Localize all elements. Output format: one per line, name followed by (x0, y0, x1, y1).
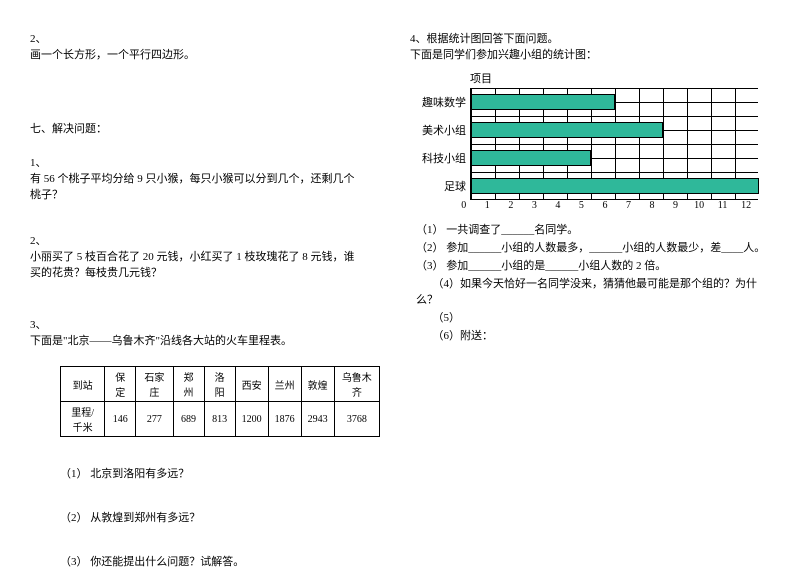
q4-sub2: （2） 参加______小组的人数最多，______小组的人数最少，差____人… (416, 239, 770, 255)
th: 到站 (61, 367, 105, 402)
x-tick: 5 (570, 200, 594, 211)
p3-sub2: （2） 从敦煌到郑州有多远？ (60, 509, 380, 525)
problem-3: 3、 下面是"北京——乌鲁木齐"沿线各大站的火车里程表。 (30, 316, 380, 348)
right-column: 4、根据统计图回答下面问题。 下面是同学们参加兴趣小组的统计图： 项目 趣味数学… (410, 30, 770, 536)
x-tick: 12 (734, 200, 758, 211)
cat-label: 科技小组 (410, 144, 466, 172)
cell: 277 (136, 402, 173, 437)
q2-text: 画一个长方形，一个平行四边形。 (30, 46, 358, 62)
bar (471, 150, 591, 166)
x-tick: 9 (664, 200, 688, 211)
cat-label: 美术小组 (410, 116, 466, 144)
x-tick: 11 (711, 200, 735, 211)
bar (471, 178, 759, 194)
q4-sub4: （4）如果今天恰好一名同学没来，猜猜他最可能是那个组的？为什么？ (416, 275, 770, 307)
p2-number: 2、 (30, 232, 52, 248)
p2-text: 小丽买了 5 枝百合花了 20 元钱，小红买了 1 枝玫瑰花了 8 元钱，谁买的… (30, 248, 358, 280)
cell: 1200 (235, 402, 268, 437)
x-tick: 0 (452, 200, 476, 211)
x-tick: 6 (593, 200, 617, 211)
th: 郑州 (173, 367, 204, 402)
x-tick: 7 (617, 200, 641, 211)
chart-y-title: 项目 (470, 70, 770, 86)
th: 敦煌 (301, 367, 334, 402)
problem-2: 2、 小丽买了 5 枝百合花了 20 元钱，小红买了 1 枝玫瑰花了 8 元钱，… (30, 232, 380, 280)
p3-sub1: （1） 北京到洛阳有多远？ (60, 465, 380, 481)
chart-grid (470, 88, 758, 200)
mileage-table: 到站 保定 石家庄 郑州 洛阳 西安 兰州 敦煌 乌鲁木齐 里程/千米 146 … (60, 366, 380, 437)
q4-sub3: （3） 参加______小组的是______小组人数的 2 倍。 (416, 257, 770, 273)
table-header-row: 到站 保定 石家庄 郑州 洛阳 西安 兰州 敦煌 乌鲁木齐 (61, 367, 380, 402)
p1-text: 有 56 个桃子平均分给 9 只小猴，每只小猴可以分到几个，还剩几个桃子？ (30, 170, 358, 202)
cell: 689 (173, 402, 204, 437)
chart-category-labels: 趣味数学 美术小组 科技小组 足球 (410, 88, 470, 200)
row-label: 里程/千米 (61, 402, 105, 437)
p1-number: 1、 (30, 154, 52, 170)
p3-number: 3、 (30, 316, 52, 332)
question-2: 2、 画一个长方形，一个平行四边形。 (30, 30, 380, 62)
cell: 146 (105, 402, 136, 437)
bar-chart: 项目 趣味数学 美术小组 科技小组 足球 0123456789101112 (410, 70, 770, 211)
x-tick: 4 (546, 200, 570, 211)
th: 兰州 (268, 367, 301, 402)
x-tick: 2 (499, 200, 523, 211)
th: 保定 (105, 367, 136, 402)
th: 乌鲁木齐 (334, 367, 379, 402)
bar (471, 122, 663, 138)
x-tick: 10 (687, 200, 711, 211)
q4-subquestions: （1） 一共调查了______名同学。 （2） 参加______小组的人数最多，… (416, 221, 770, 343)
p3-sub3: （3） 你还能提出什么问题？试解答。 (60, 553, 380, 569)
th: 石家庄 (136, 367, 173, 402)
cell: 3768 (334, 402, 379, 437)
x-tick: 3 (523, 200, 547, 211)
cat-label: 足球 (410, 172, 466, 200)
q4-sub5: （5） (416, 309, 770, 325)
cell: 813 (204, 402, 235, 437)
bar (471, 94, 615, 110)
table-row: 里程/千米 146 277 689 813 1200 1876 2943 376… (61, 402, 380, 437)
x-tick: 8 (640, 200, 664, 211)
cell: 1876 (268, 402, 301, 437)
problem-1: 1、 有 56 个桃子平均分给 9 只小猴，每只小猴可以分到几个，还剩几个桃子？ (30, 154, 380, 202)
x-tick: 1 (476, 200, 500, 211)
cell: 2943 (301, 402, 334, 437)
th: 西安 (235, 367, 268, 402)
cat-label: 趣味数学 (410, 88, 466, 116)
left-column: 2、 画一个长方形，一个平行四边形。 七、解决问题： 1、 有 56 个桃子平均… (30, 30, 380, 536)
th: 洛阳 (204, 367, 235, 402)
chart-x-axis: 0123456789101112 (464, 200, 770, 211)
q4-line2: 下面是同学们参加兴趣小组的统计图： (410, 46, 770, 62)
section-7-title: 七、解决问题： (30, 120, 380, 136)
p3-text: 下面是"北京——乌鲁木齐"沿线各大站的火车里程表。 (30, 332, 358, 348)
q4-sub6: （6）附送： (416, 327, 770, 343)
q4-line1: 4、根据统计图回答下面问题。 (410, 30, 770, 46)
q2-number: 2、 (30, 30, 52, 46)
q4-sub1: （1） 一共调查了______名同学。 (416, 221, 770, 237)
